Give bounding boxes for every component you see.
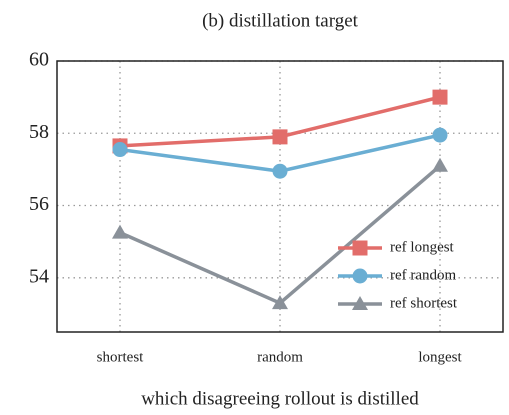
x-tick-label: random [257,349,303,365]
marker [432,89,448,105]
chart-title: (b) distillation target [202,10,359,31]
x-tick-label: longest [418,349,462,365]
marker [352,240,368,256]
marker [432,157,448,172]
y-tick-label: 60 [29,49,49,71]
marker [272,163,288,179]
marker [272,129,288,145]
x-tick-label: shortest [97,349,144,365]
marker [112,224,128,239]
y-tick-label: 54 [29,265,49,287]
marker [352,296,368,310]
x-axis-label: which disagreeing rollout is distilled [141,388,419,409]
marker [432,127,448,143]
marker [112,142,128,158]
legend-label: ref shortest [390,295,458,311]
marker [272,295,288,310]
legend-label: ref longest [390,239,455,255]
legend-label: ref random [390,267,457,283]
y-tick-label: 58 [29,121,49,143]
plot-frame [56,60,504,333]
marker [352,268,368,284]
y-tick-label: 56 [29,193,49,215]
